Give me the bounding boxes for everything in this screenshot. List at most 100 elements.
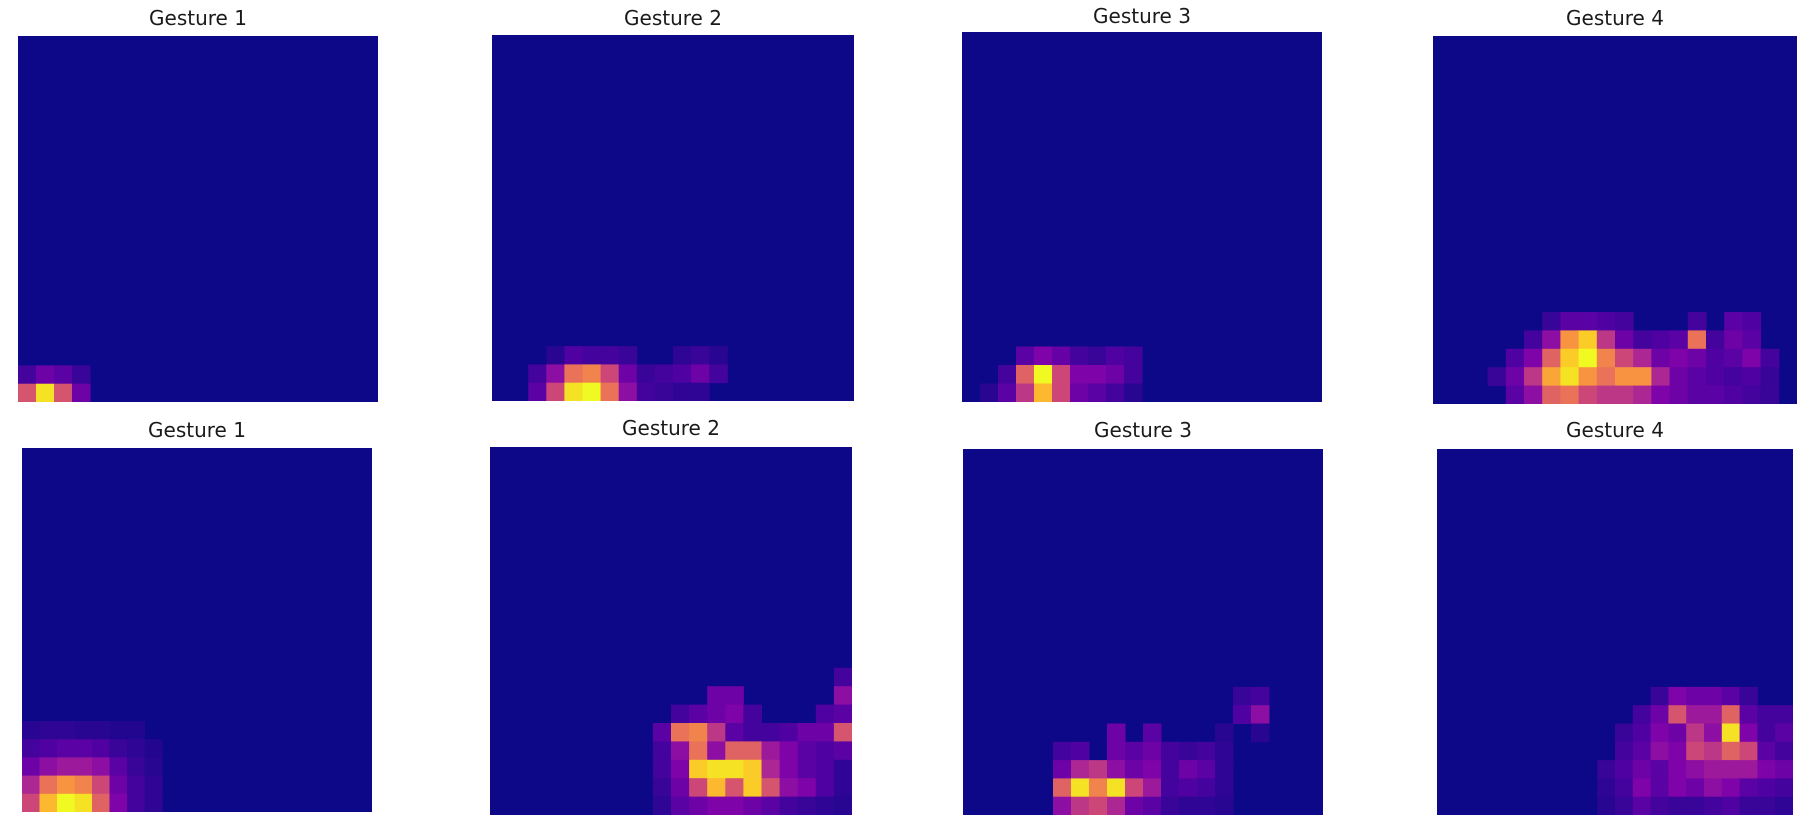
heatmap-cell bbox=[1704, 741, 1723, 761]
heatmap-cell bbox=[1633, 330, 1652, 350]
heatmap-cell bbox=[600, 364, 620, 384]
heatmap-cell bbox=[1578, 330, 1598, 350]
heatmap-cell bbox=[1775, 723, 1793, 743]
heatmap-cell bbox=[1597, 760, 1616, 779]
heatmap-cell bbox=[743, 778, 762, 798]
heatmap-cell bbox=[144, 757, 163, 777]
heatmap-cell bbox=[92, 775, 110, 795]
heatmap-cell bbox=[109, 775, 128, 795]
heatmap-cell bbox=[1760, 385, 1780, 404]
heatmap-cell bbox=[1615, 741, 1634, 761]
heatmap-cell bbox=[1650, 778, 1669, 798]
heatmap-cell bbox=[1596, 385, 1616, 404]
heatmap-cell bbox=[1161, 760, 1180, 779]
heatmap-cell bbox=[779, 796, 799, 815]
heatmap-cell bbox=[1251, 686, 1270, 706]
heatmap-cell bbox=[1070, 346, 1089, 366]
heatmap-cell bbox=[1757, 796, 1776, 815]
heatmap-cell bbox=[39, 739, 58, 758]
heatmap-cell bbox=[1704, 760, 1723, 779]
heatmap-cell bbox=[1651, 367, 1671, 387]
heatmap-cell bbox=[833, 704, 852, 724]
heatmap-cell bbox=[1669, 367, 1689, 387]
chart-title: Gesture 4 bbox=[1566, 6, 1664, 30]
heatmap-cell bbox=[127, 757, 145, 777]
heatmap-cell bbox=[725, 796, 744, 815]
heatmap-cell bbox=[54, 365, 73, 385]
heatmap-cell bbox=[689, 759, 708, 779]
heatmap-cell bbox=[22, 793, 40, 812]
heatmap-cell bbox=[1088, 365, 1107, 384]
heatmap-cell bbox=[1088, 383, 1107, 402]
heatmap-cell bbox=[1560, 367, 1580, 387]
heatmap-cell bbox=[725, 704, 744, 724]
heatmap-cell bbox=[144, 739, 163, 758]
heatmap-cell bbox=[1687, 330, 1707, 350]
heatmap-cell bbox=[654, 382, 674, 401]
chart-panel-row2-gesture-4: Gesture 4 bbox=[1437, 418, 1793, 815]
heatmap-cell bbox=[564, 346, 583, 365]
heatmap-cell bbox=[709, 346, 728, 365]
heatmap-cell bbox=[797, 778, 817, 798]
chart-title: Gesture 1 bbox=[149, 6, 247, 30]
heatmap-cell bbox=[1775, 796, 1793, 815]
chart-title: Gesture 2 bbox=[624, 6, 722, 30]
heatmap-cell bbox=[1739, 705, 1758, 724]
heatmap bbox=[492, 35, 854, 401]
heatmap-cell bbox=[74, 757, 93, 777]
heatmap-cell bbox=[1651, 385, 1671, 404]
heatmap-cell bbox=[636, 364, 656, 384]
heatmap-cell bbox=[1739, 686, 1758, 706]
heatmap-cell bbox=[1016, 346, 1035, 366]
heatmap-cell bbox=[1161, 741, 1180, 761]
heatmap-cell bbox=[1668, 778, 1687, 798]
heatmap-background bbox=[18, 36, 378, 402]
heatmap-cell bbox=[1721, 796, 1741, 815]
heatmap-cell bbox=[1542, 312, 1561, 331]
heatmap-cell bbox=[528, 364, 547, 384]
heatmap-cell bbox=[725, 778, 744, 798]
heatmap-cell bbox=[1505, 385, 1525, 404]
heatmap-cell bbox=[671, 778, 690, 798]
heatmap-cell bbox=[1143, 778, 1162, 798]
heatmap-background bbox=[962, 32, 1322, 402]
heatmap-cell bbox=[1686, 741, 1705, 761]
heatmap-cell bbox=[797, 741, 817, 761]
heatmap-cell bbox=[1687, 385, 1707, 404]
heatmap-cell bbox=[57, 793, 75, 812]
heatmap-cell bbox=[1107, 741, 1126, 761]
heatmap-cell bbox=[1233, 686, 1252, 706]
heatmap-cell bbox=[1757, 741, 1776, 761]
heatmap bbox=[490, 447, 852, 815]
heatmap-cell bbox=[39, 775, 58, 795]
heatmap-cell bbox=[1651, 348, 1671, 368]
heatmap-cell bbox=[1632, 760, 1652, 779]
heatmap-cell bbox=[22, 721, 40, 740]
heatmap-cell bbox=[57, 721, 75, 740]
heatmap-cell bbox=[743, 759, 762, 779]
heatmap-cell bbox=[1197, 760, 1216, 779]
heatmap-cell bbox=[1760, 348, 1780, 368]
heatmap-cell bbox=[815, 704, 835, 724]
heatmap-cell bbox=[691, 346, 710, 365]
heatmap-cell bbox=[673, 364, 692, 384]
heatmap-cell bbox=[1757, 778, 1776, 798]
heatmap-cell bbox=[1721, 686, 1741, 706]
heatmap-cell bbox=[1070, 383, 1089, 402]
heatmap-cell bbox=[1615, 385, 1634, 404]
heatmap-cell bbox=[127, 739, 145, 758]
chart-panel-row2-gesture-2: Gesture 2 bbox=[490, 416, 852, 816]
heatmap-cell bbox=[18, 383, 37, 402]
heatmap-cell bbox=[1615, 330, 1634, 350]
heatmap-cell bbox=[1615, 760, 1634, 779]
heatmap bbox=[1437, 449, 1793, 815]
heatmap-cell bbox=[833, 741, 852, 761]
heatmap-cell bbox=[109, 721, 128, 740]
heatmap-cell bbox=[1071, 741, 1090, 761]
heatmap-cell bbox=[1578, 348, 1598, 368]
heatmap-cell bbox=[743, 723, 762, 742]
heatmap-cell bbox=[1739, 760, 1758, 779]
heatmap-cell bbox=[1197, 741, 1216, 761]
heatmap-cell bbox=[1596, 330, 1616, 350]
heatmap-cell bbox=[1125, 741, 1144, 761]
